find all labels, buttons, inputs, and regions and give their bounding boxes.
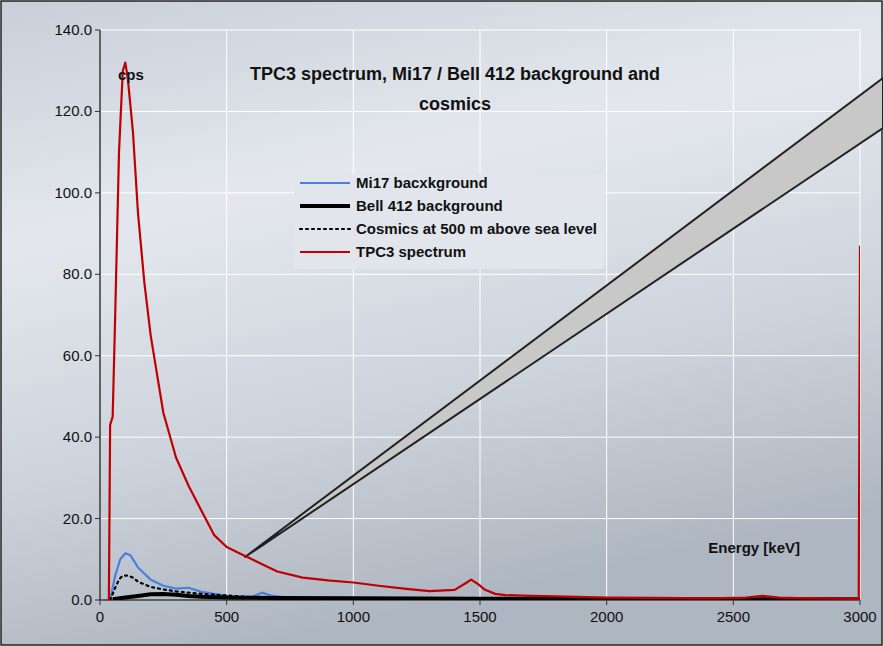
legend-label: TPC3 spectrum — [356, 243, 466, 260]
x-tick-label: 500 — [214, 608, 239, 625]
grid-line-x — [733, 30, 734, 600]
series-line — [110, 576, 252, 600]
legend-swatch — [300, 251, 350, 253]
legend-swatch — [300, 204, 350, 208]
x-tick-label: 1000 — [337, 608, 370, 625]
chart: 0.0 20.0 40.0 60.0 80.0 100.0 120.0 140.0 0 500 10… — [0, 0, 883, 646]
y-tick-label: 80.0 — [63, 265, 92, 282]
y-tick-label: 60.0 — [63, 347, 92, 364]
grid-line-x — [480, 30, 481, 600]
x-tick — [100, 600, 101, 605]
y-axis-label: cps — [118, 66, 144, 83]
legend-label: Cosmics at 500 m above sea level — [356, 220, 597, 237]
y-tick-label: 100.0 — [54, 184, 92, 201]
legend-swatch — [300, 228, 350, 230]
title-line: TPC3 spectrum, Mi17 / Bell 412 backgroun… — [250, 64, 660, 84]
x-axis-label: Energy [keV] — [708, 539, 800, 556]
legend-background — [294, 174, 605, 269]
y-tick — [95, 437, 100, 438]
grid-line-x — [353, 30, 354, 600]
y-tick — [95, 111, 100, 112]
y-tick-label: 20.0 — [63, 510, 92, 527]
y-tick-label: 0.0 — [71, 591, 92, 608]
y-axis — [99, 30, 101, 600]
grid-line-x — [100, 30, 101, 600]
y-tick — [95, 355, 100, 356]
x-tick-label: 3000 — [843, 608, 876, 625]
y-tick — [95, 518, 100, 519]
pointer-wedge — [245, 78, 883, 557]
x-tick — [480, 600, 481, 605]
y-tick-label: 120.0 — [54, 102, 92, 119]
x-tick-label: 1500 — [463, 608, 496, 625]
grid-line-x — [226, 30, 227, 600]
y-tick-label: 40.0 — [63, 428, 92, 445]
x-tick-label: 0 — [96, 608, 104, 625]
x-tick — [606, 600, 607, 605]
y-tick — [95, 274, 100, 275]
series-line — [110, 553, 860, 600]
y-tick — [95, 30, 100, 31]
y-tick-label: 140.0 — [54, 21, 92, 38]
title: TPC3 spectrum, Mi17 / Bell 412 backgroun… — [250, 64, 660, 114]
legend-swatch — [300, 182, 350, 184]
series-line — [109, 63, 860, 600]
y-tick — [95, 192, 100, 193]
title-line: cosmics — [419, 94, 491, 114]
y-tick — [95, 600, 100, 601]
x-tick — [733, 600, 734, 605]
legend-label: Mi17 bacxkground — [356, 174, 488, 191]
plot-area — [109, 63, 860, 600]
background — [1, 1, 882, 645]
legend-label: Bell 412 background — [356, 197, 503, 214]
x-tick — [353, 600, 354, 605]
x-tick — [226, 600, 227, 605]
x-tick-label: 2500 — [717, 608, 750, 625]
legend: Mi17 bacxkground Bell 412 background Cosmi… — [294, 174, 605, 269]
x-tick — [860, 600, 861, 605]
x-tick-label: 2000 — [590, 608, 623, 625]
